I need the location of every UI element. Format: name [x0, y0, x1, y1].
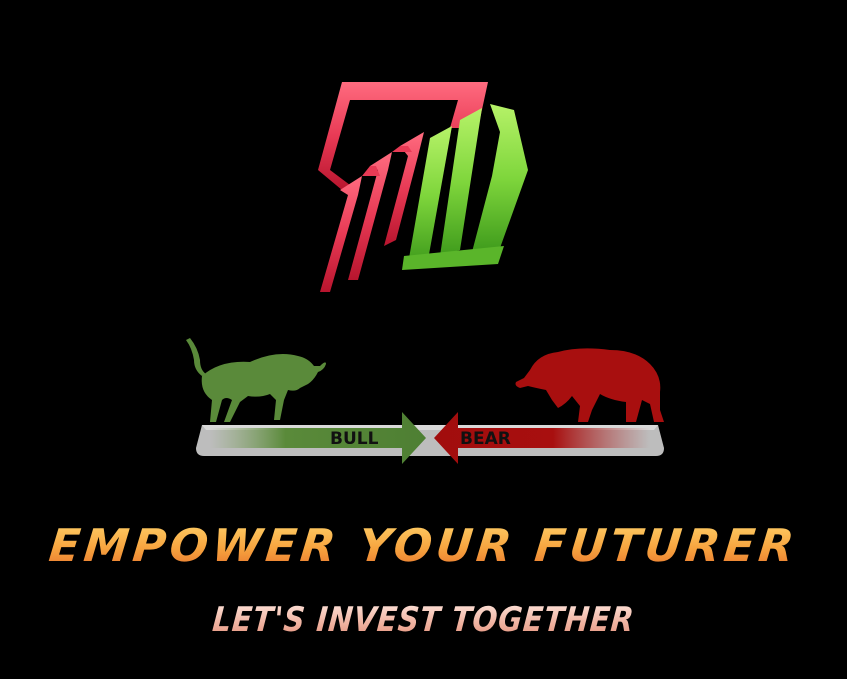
logo-red-bar-1	[320, 176, 362, 292]
bull-icon	[186, 338, 326, 422]
bull-arrow-icon	[210, 412, 426, 464]
logo-red-step-1	[362, 166, 380, 176]
logo-red-frame	[318, 82, 488, 190]
subheadline-tagline: LET'S INVEST TOGETHER	[57, 600, 789, 640]
logo-green-base	[402, 246, 504, 270]
bull-label: BULL	[330, 429, 379, 449]
bar-chart-logo-icon	[318, 82, 528, 292]
logo-red-step-2	[392, 146, 412, 152]
bear-label: BEAR	[460, 429, 511, 449]
logo-green-bar-2	[440, 108, 482, 256]
logo-green-bar-3	[472, 104, 528, 252]
logo-red-bar-2	[348, 152, 392, 280]
headline-tagline: EMPOWER YOUR FUTURER	[0, 519, 847, 572]
bear-icon	[515, 348, 664, 422]
bull-vs-bear-illustration: BULL BEAR	[186, 338, 664, 464]
logo-red-bar-3	[384, 132, 424, 246]
logo-green-bar-1	[408, 126, 452, 264]
bear-arrow-icon	[434, 412, 650, 464]
